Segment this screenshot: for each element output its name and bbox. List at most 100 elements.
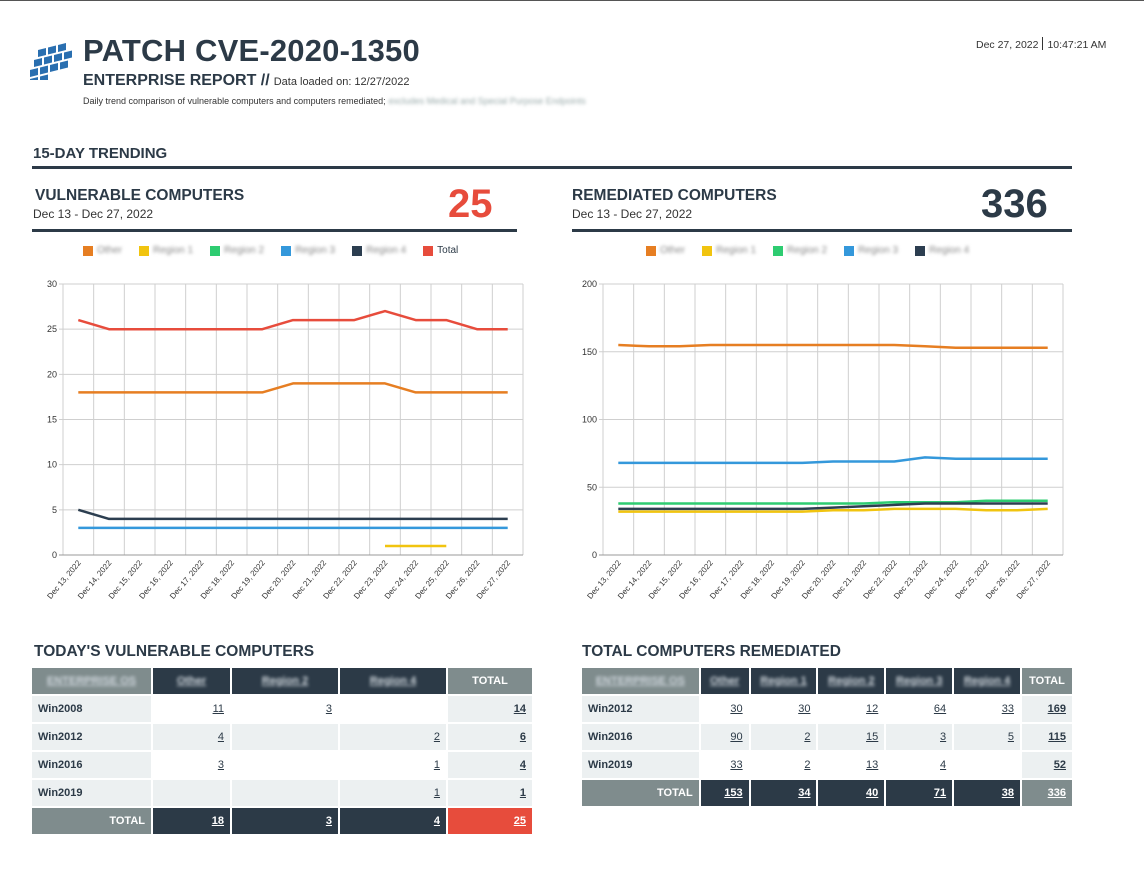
table-cell[interactable]: 3 bbox=[232, 696, 338, 722]
table-cell[interactable]: 4 bbox=[153, 724, 230, 750]
grand-total-cell[interactable]: 336 bbox=[1021, 780, 1072, 806]
table-cell-total[interactable]: 52 bbox=[1021, 752, 1072, 778]
table-cell[interactable]: 11 bbox=[153, 696, 230, 722]
cell-link[interactable]: 11 bbox=[212, 703, 224, 715]
cell-link[interactable]: 1 bbox=[519, 787, 526, 799]
table-cell[interactable]: 64 bbox=[886, 696, 952, 722]
table-cell[interactable]: 4 bbox=[886, 752, 952, 778]
cell-link[interactable]: 336 bbox=[1047, 787, 1066, 799]
total-cell[interactable]: 71 bbox=[886, 780, 953, 806]
cell-link[interactable]: 153 bbox=[724, 787, 743, 799]
cell-link[interactable]: 1 bbox=[433, 759, 440, 771]
legend-item[interactable]: Region 4 bbox=[915, 245, 969, 256]
cell-link[interactable]: 2 bbox=[804, 759, 811, 771]
col-header[interactable]: Other bbox=[153, 668, 230, 694]
cell-link[interactable]: 30 bbox=[730, 703, 743, 715]
total-cell[interactable]: 3 bbox=[232, 808, 338, 834]
cell-link[interactable]: 1 bbox=[433, 787, 440, 799]
table-cell[interactable]: 30 bbox=[751, 696, 817, 722]
cell-link[interactable]: 18 bbox=[211, 815, 224, 827]
total-cell[interactable]: 153 bbox=[700, 780, 749, 806]
legend-item[interactable]: Other bbox=[83, 245, 122, 256]
total-cell[interactable]: 18 bbox=[153, 808, 230, 834]
col-header[interactable]: Region 2 bbox=[232, 668, 338, 694]
legend-item[interactable]: Region 1 bbox=[139, 245, 193, 256]
cell-link[interactable]: 115 bbox=[1048, 731, 1066, 743]
table-cell-total[interactable]: 169 bbox=[1021, 696, 1072, 722]
table-cell[interactable]: 90 bbox=[700, 724, 749, 750]
cell-link[interactable]: 64 bbox=[933, 703, 947, 715]
total-cell[interactable]: 4 bbox=[340, 808, 446, 834]
table-cell[interactable]: 3 bbox=[886, 724, 953, 750]
table-cell-total[interactable]: 6 bbox=[448, 724, 532, 750]
cell-link[interactable]: 4 bbox=[519, 759, 526, 771]
cell-link[interactable]: 5 bbox=[1007, 731, 1014, 743]
table-cell[interactable]: 2 bbox=[750, 724, 817, 750]
table-cell[interactable]: 15 bbox=[818, 724, 885, 750]
table-cell[interactable]: 1 bbox=[340, 780, 446, 806]
table-cell[interactable]: 33 bbox=[701, 752, 749, 778]
table-cell[interactable]: 2 bbox=[340, 724, 446, 750]
legend-item[interactable]: Region 1 bbox=[702, 245, 756, 256]
table-cell[interactable] bbox=[153, 780, 230, 806]
col-header[interactable]: ENTERPRISE OS bbox=[582, 668, 699, 694]
legend-item[interactable]: Region 3 bbox=[281, 245, 335, 256]
table-cell[interactable] bbox=[232, 752, 338, 778]
cell-link[interactable]: 15 bbox=[866, 731, 879, 743]
cell-link[interactable]: 4 bbox=[217, 731, 224, 743]
table-cell-total[interactable]: 1 bbox=[448, 780, 532, 806]
cell-link[interactable]: 34 bbox=[798, 787, 811, 799]
table-cell[interactable]: 1 bbox=[340, 752, 446, 778]
legend-item[interactable]: Region 2 bbox=[210, 245, 264, 256]
cell-link[interactable]: 25 bbox=[513, 815, 526, 827]
col-header[interactable]: Region 3 bbox=[886, 668, 953, 694]
table-cell[interactable]: 30 bbox=[701, 696, 749, 722]
cell-link[interactable]: 30 bbox=[798, 703, 811, 715]
cell-link[interactable]: 33 bbox=[730, 759, 743, 771]
table-cell[interactable]: 5 bbox=[954, 724, 1020, 750]
cell-link[interactable]: 3 bbox=[217, 759, 224, 771]
cell-link[interactable]: 6 bbox=[519, 731, 526, 743]
table-cell-total[interactable]: 115 bbox=[1021, 724, 1072, 750]
col-header[interactable]: Region 1 bbox=[750, 668, 817, 694]
total-cell[interactable]: 40 bbox=[818, 780, 885, 806]
cell-link[interactable]: 169 bbox=[1047, 703, 1066, 715]
cell-link[interactable]: 40 bbox=[866, 787, 879, 799]
cell-link[interactable]: 4 bbox=[940, 759, 947, 771]
col-header[interactable]: Other bbox=[700, 668, 749, 694]
col-header[interactable]: Region 4 bbox=[340, 668, 446, 694]
legend-item[interactable]: Region 3 bbox=[844, 245, 898, 256]
cell-link[interactable]: 90 bbox=[730, 731, 743, 743]
table-cell[interactable]: 13 bbox=[818, 752, 884, 778]
legend-item[interactable]: Other bbox=[646, 245, 685, 256]
table-cell[interactable]: 2 bbox=[751, 752, 817, 778]
col-header-total[interactable]: TOTAL bbox=[1021, 668, 1072, 694]
table-cell-total[interactable]: 4 bbox=[448, 752, 532, 778]
cell-link[interactable]: 14 bbox=[513, 703, 526, 715]
cell-link[interactable]: 33 bbox=[1001, 703, 1014, 715]
cell-link[interactable]: 71 bbox=[933, 787, 947, 799]
cell-link[interactable]: 38 bbox=[1001, 787, 1014, 799]
total-cell[interactable]: 34 bbox=[750, 780, 817, 806]
cell-link[interactable]: 3 bbox=[325, 815, 332, 827]
cell-link[interactable]: 3 bbox=[325, 703, 332, 715]
col-header[interactable]: Region 4 bbox=[954, 668, 1020, 694]
legend-item[interactable]: Total bbox=[423, 245, 458, 256]
table-cell[interactable]: 12 bbox=[818, 696, 884, 722]
table-cell[interactable] bbox=[232, 724, 338, 750]
table-cell-total[interactable]: 14 bbox=[448, 696, 532, 722]
col-header-total[interactable]: TOTAL bbox=[448, 668, 532, 694]
col-header[interactable]: ENTERPRISE OS bbox=[32, 668, 151, 694]
legend-item[interactable]: Region 4 bbox=[352, 245, 406, 256]
cell-link[interactable]: 13 bbox=[866, 759, 879, 771]
table-cell[interactable]: 3 bbox=[153, 752, 230, 778]
table-cell[interactable] bbox=[954, 752, 1020, 778]
col-header[interactable]: Region 2 bbox=[818, 668, 885, 694]
grand-total-cell[interactable]: 25 bbox=[448, 808, 532, 834]
cell-link[interactable]: 52 bbox=[1053, 759, 1066, 771]
legend-item[interactable]: Region 2 bbox=[773, 245, 827, 256]
table-cell[interactable]: 33 bbox=[954, 696, 1020, 722]
cell-link[interactable]: 3 bbox=[940, 731, 947, 743]
total-cell[interactable]: 38 bbox=[954, 780, 1020, 806]
cell-link[interactable]: 12 bbox=[866, 703, 879, 715]
